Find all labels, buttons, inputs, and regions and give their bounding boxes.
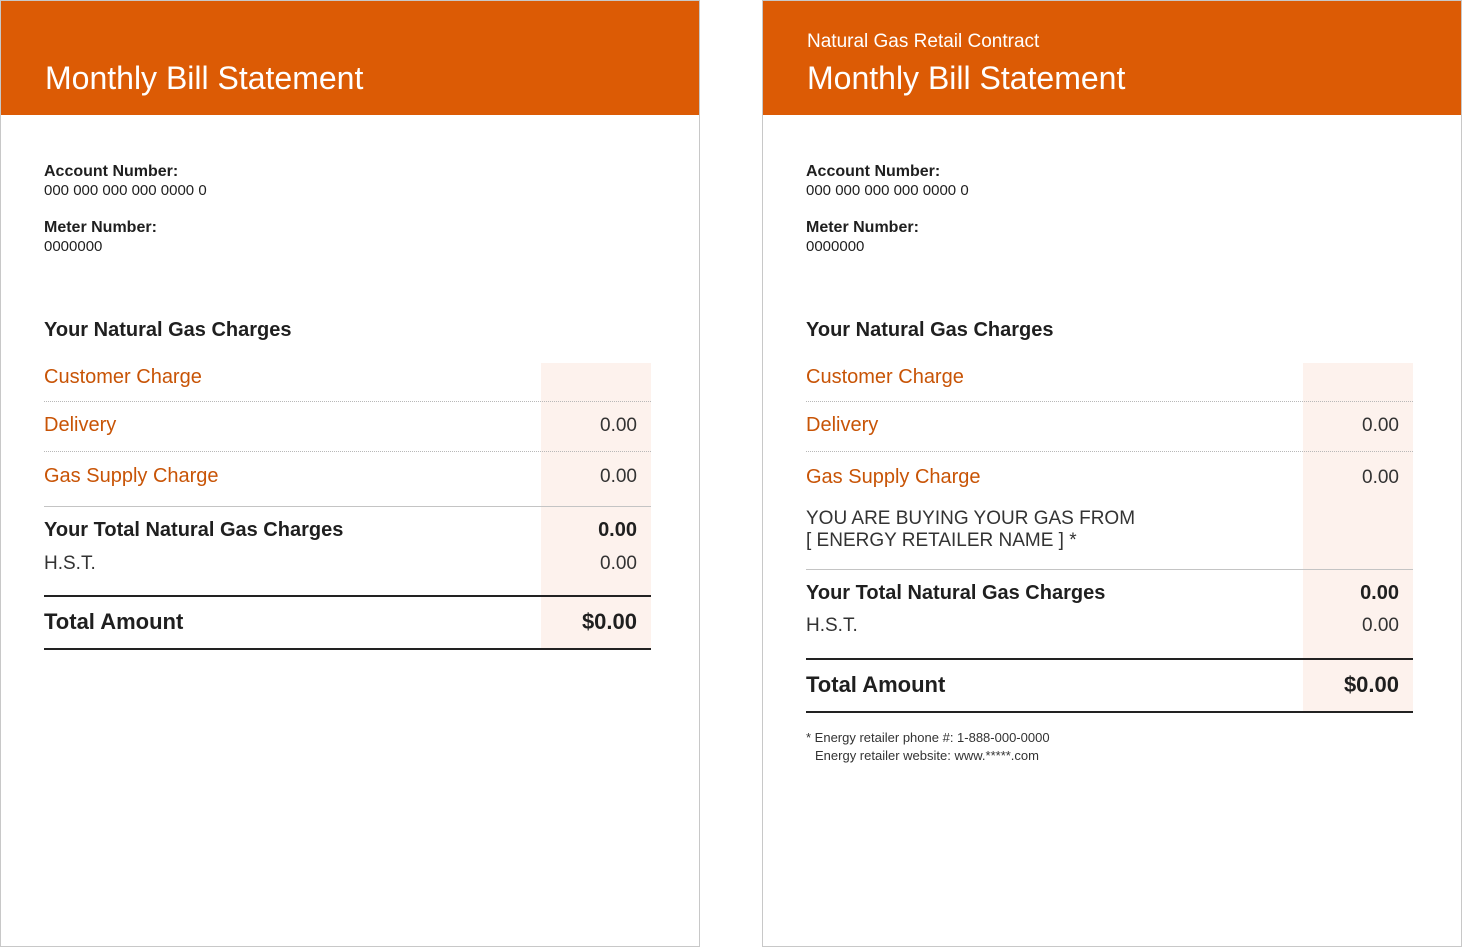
hst-label: H.S.T. xyxy=(806,615,858,636)
row-divider xyxy=(806,401,1413,402)
statement-header: Natural Gas Retail Contract Monthly Bill… xyxy=(763,1,1461,115)
account-number-value: 000 000 000 000 0000 0 xyxy=(44,182,207,199)
delivery-value: 0.00 xyxy=(1362,415,1399,436)
charges-section-title: Your Natural Gas Charges xyxy=(44,319,292,341)
delivery-label: Delivery xyxy=(806,414,879,436)
total-amount-label: Total Amount xyxy=(806,672,946,697)
gas-supply-charge-value: 0.00 xyxy=(600,466,637,487)
customer-charge-label: Customer Charge xyxy=(806,366,964,388)
statement-title: Monthly Bill Statement xyxy=(45,60,364,96)
retailer-notice: YOU ARE BUYING YOUR GAS FROM [ ENERGY RE… xyxy=(806,508,1135,552)
bottom-divider xyxy=(806,711,1413,713)
total-gas-charges-label: Your Total Natural Gas Charges xyxy=(44,519,344,541)
delivery-label: Delivery xyxy=(44,414,117,436)
hst-value: 0.00 xyxy=(1362,615,1399,636)
bill-statement-retail-contract: Natural Gas Retail Contract Monthly Bill… xyxy=(762,0,1462,947)
subtotal-divider xyxy=(44,506,651,507)
row-divider xyxy=(44,451,651,452)
hst-value: 0.00 xyxy=(600,553,637,574)
retailer-notice-line-2: [ ENERGY RETAILER NAME ] * xyxy=(806,530,1077,551)
gas-supply-charge-value: 0.00 xyxy=(1362,467,1399,488)
row-divider xyxy=(806,451,1413,452)
amount-column-highlight xyxy=(1303,363,1413,712)
bottom-divider xyxy=(44,648,651,650)
hst-label: H.S.T. xyxy=(44,553,96,574)
meter-number-label: Meter Number: xyxy=(806,219,919,236)
meter-number-value: 0000000 xyxy=(44,238,103,255)
account-number-label: Account Number: xyxy=(44,163,179,180)
charges-section-title: Your Natural Gas Charges xyxy=(806,319,1054,341)
total-gas-charges-value: 0.00 xyxy=(598,519,637,541)
bill-statement-standard: Monthly Bill Statement Account Number: 0… xyxy=(0,0,700,947)
total-gas-charges-label: Your Total Natural Gas Charges xyxy=(806,582,1106,604)
statement-title: Monthly Bill Statement xyxy=(807,60,1126,96)
row-divider xyxy=(44,401,651,402)
total-divider xyxy=(44,595,651,597)
total-amount-value: $0.00 xyxy=(1343,672,1399,697)
delivery-value: 0.00 xyxy=(600,415,637,436)
gas-supply-charge-label: Gas Supply Charge xyxy=(806,466,981,488)
retailer-notice-line-1: YOU ARE BUYING YOUR GAS FROM xyxy=(806,508,1136,529)
retailer-website-note: Energy retailer website: www.*****.com xyxy=(815,748,1039,763)
customer-charge-label: Customer Charge xyxy=(44,366,202,388)
subtotal-divider xyxy=(806,569,1413,570)
statement-header: Monthly Bill Statement xyxy=(1,1,699,115)
meter-number-label: Meter Number: xyxy=(44,219,157,236)
total-amount-value: $0.00 xyxy=(581,609,637,634)
retailer-phone-note: * Energy retailer phone #: 1-888-000-000… xyxy=(806,730,1050,745)
statement-subtitle: Natural Gas Retail Contract xyxy=(807,31,1040,52)
account-number-label: Account Number: xyxy=(806,163,941,180)
gas-supply-charge-label: Gas Supply Charge xyxy=(44,465,219,487)
total-divider xyxy=(806,658,1413,660)
retailer-footnote: * Energy retailer phone #: 1-888-000-000… xyxy=(806,729,1050,765)
account-number-value: 000 000 000 000 0000 0 xyxy=(806,182,969,199)
total-amount-label: Total Amount xyxy=(44,609,184,634)
total-gas-charges-value: 0.00 xyxy=(1360,582,1399,604)
meter-number-value: 0000000 xyxy=(806,238,865,255)
